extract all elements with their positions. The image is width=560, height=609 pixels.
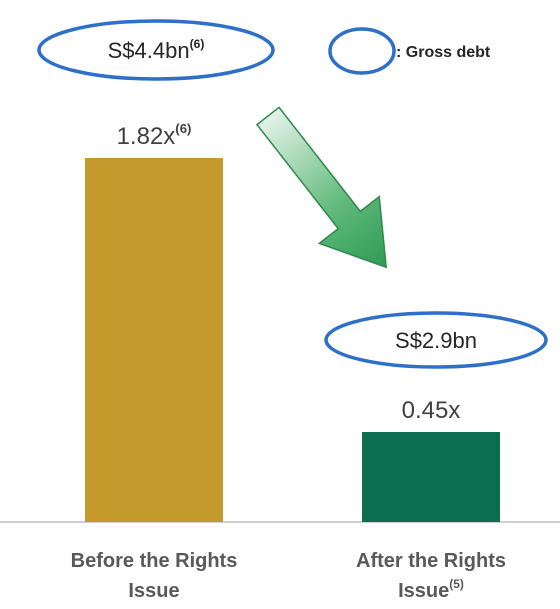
x-tick-label-text: Issue: [128, 580, 179, 602]
bar: [362, 432, 500, 522]
footnote: (6): [190, 37, 205, 51]
annotation: S$2.9bn: [395, 328, 477, 353]
footnote: (5): [449, 577, 464, 591]
trend-arrow: [255, 106, 388, 269]
legend-swatch: [328, 27, 396, 75]
annotation-oval: [324, 311, 548, 369]
annotation-oval: [37, 19, 275, 81]
x-tick-label-text: Issue: [398, 580, 449, 602]
x-tick-label-text: After the Rights: [356, 550, 506, 572]
x-tick-label-text: Before the Rights: [71, 550, 238, 572]
x-tick-label: Before the Rights: [71, 550, 238, 572]
x-tick-label: Issue(5): [398, 577, 464, 602]
x-tick-label: Issue: [128, 580, 179, 602]
bar: [85, 158, 223, 522]
value-label: 0.45x: [402, 397, 461, 424]
annotation: S$4.4bn(6): [108, 37, 205, 63]
value-label-text: 1.82x: [117, 123, 176, 150]
value-label: 1.82x(6): [117, 121, 192, 150]
annotation-text: S$4.4bn: [108, 38, 190, 63]
legend-label: : Gross debt: [396, 44, 491, 61]
footnote: (6): [175, 121, 191, 136]
annotation-text: S$2.9bn: [395, 328, 477, 353]
value-label-text: 0.45x: [402, 397, 461, 424]
x-tick-label: After the Rights: [356, 550, 506, 572]
